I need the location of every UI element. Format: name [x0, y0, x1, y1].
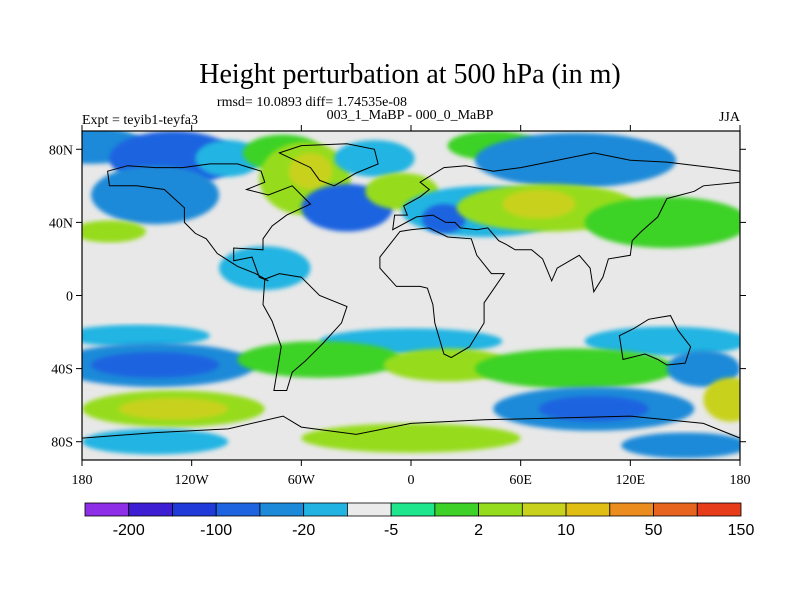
- lon-tick-label: 60E: [509, 473, 532, 488]
- lat-tick-label: 0: [66, 290, 73, 305]
- colorbar-box: [215, 502, 261, 517]
- longitude-axis: 180 120W 60W 0 60E 120E 180: [72, 125, 751, 488]
- lon-tick-label: 60W: [288, 473, 316, 488]
- colorbar-box: [128, 502, 173, 517]
- contour-region: [538, 396, 649, 422]
- colorbar-box: [346, 502, 392, 517]
- coastline-north-america: [107, 163, 312, 282]
- colorbar-label: -200: [113, 522, 145, 539]
- lat-tick-label: 80N: [49, 143, 73, 158]
- colorbar-label: 10: [557, 522, 575, 539]
- contour-region: [584, 196, 740, 248]
- latitude-axis: 80N 40N 0 40S 80S: [49, 143, 746, 451]
- contour-region: [421, 204, 466, 234]
- coastline-africa: [379, 227, 506, 359]
- season-label: JJA: [719, 110, 741, 125]
- coastlines: [82, 143, 740, 439]
- contour-region: [219, 246, 311, 291]
- colorbar-box: [434, 502, 480, 517]
- contour-region: [82, 324, 210, 347]
- colorbar-label: -5: [384, 522, 398, 539]
- colorbar-box: [303, 502, 348, 517]
- contour-region: [703, 377, 740, 422]
- map-panel: 180 120W 60W 0 60E 120E 180 80N 40N 0 40S 80S: [49, 125, 751, 488]
- contour-region: [82, 220, 146, 243]
- contour-region: [91, 352, 220, 378]
- colorbar-box: [172, 502, 217, 517]
- lon-tick-label: 120E: [616, 473, 646, 488]
- stats-label: rmsd= 10.0893 diff= 1.74535e-08: [217, 95, 407, 110]
- colorbar-box: [84, 502, 130, 517]
- colorbar-box: [259, 502, 305, 517]
- experiment-label: Expt = teyib1-teyfa3: [82, 113, 198, 128]
- coastline-greenland: [278, 143, 379, 187]
- contour-region: [301, 423, 521, 453]
- contour-region: [288, 152, 333, 190]
- colorbar-label: -100: [200, 522, 232, 539]
- colorbar-box: [521, 502, 567, 517]
- lon-tick-label: 180: [730, 473, 751, 488]
- colorbar-box: [653, 502, 698, 517]
- figure-title: Height perturbation at 500 hPa (in m): [199, 59, 620, 90]
- colorbar-box: [478, 502, 523, 517]
- contour-region: [91, 165, 220, 225]
- colorbar-label: 50: [645, 522, 663, 539]
- lon-tick-label: 120W: [175, 473, 210, 488]
- lat-tick-label: 80S: [51, 436, 73, 451]
- coastline-eurasia: [392, 152, 740, 294]
- coastline-antarctica: [82, 415, 740, 439]
- colorbar-box: [565, 502, 611, 517]
- colorbar-box: [390, 502, 436, 517]
- contour-region: [334, 140, 415, 177]
- colorbar-box: [696, 502, 742, 517]
- lon-tick-label: 0: [408, 473, 415, 488]
- lat-tick-label: 40N: [49, 216, 73, 231]
- coastline-australia: [618, 315, 692, 366]
- contour-region: [621, 432, 740, 459]
- contour-region: [666, 350, 740, 387]
- colorbar: -200 -100 -20 -5 2 10 50 150: [84, 502, 755, 539]
- colorbar-box: [609, 502, 654, 517]
- colorbar-label: 2: [474, 522, 483, 539]
- colorbar-label: -20: [292, 522, 315, 539]
- coastline-south-america: [262, 273, 348, 391]
- comparison-label: 003_1_MaBP - 000_0_MaBP: [327, 108, 494, 123]
- contour-region: [118, 397, 229, 420]
- contour-region: [474, 132, 677, 188]
- lat-tick-label: 40S: [51, 363, 73, 378]
- contour-region: [237, 341, 402, 378]
- lon-tick-label: 180: [72, 473, 93, 488]
- colorbar-label: 150: [728, 522, 755, 539]
- contour-region: [502, 189, 576, 219]
